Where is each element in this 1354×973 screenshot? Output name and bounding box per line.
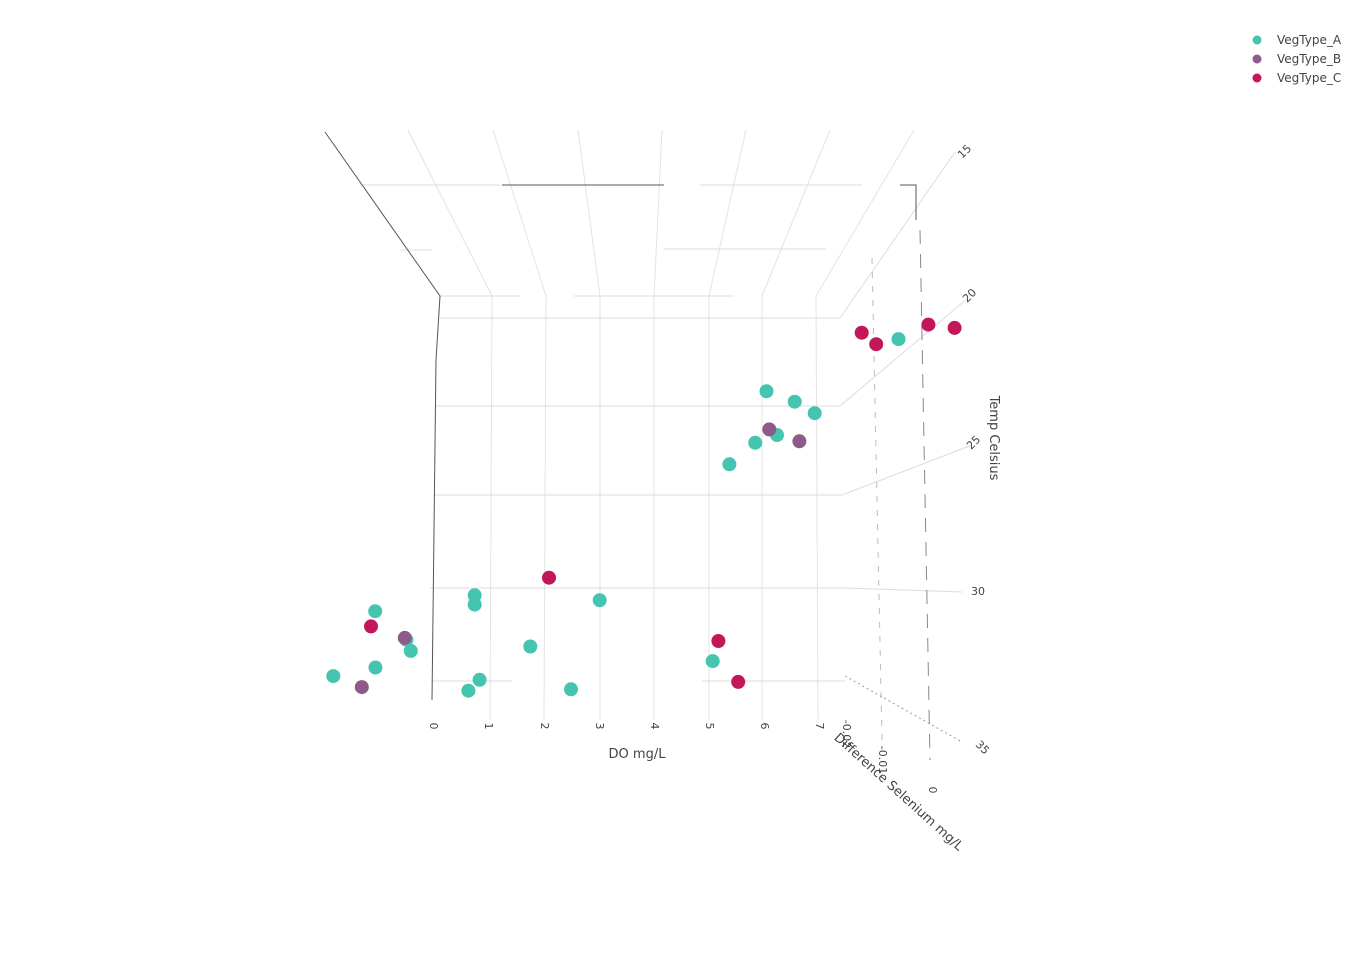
series-VegType_A[interactable] xyxy=(326,332,906,698)
legend-item[interactable]: VegType_C xyxy=(1252,71,1342,85)
data-point[interactable] xyxy=(854,325,869,340)
data-point[interactable] xyxy=(326,669,341,684)
data-point[interactable] xyxy=(731,674,746,689)
selenium-tick-label: -0.01 xyxy=(876,746,889,774)
data-point[interactable] xyxy=(368,604,383,619)
y-axis-title: Difference Selenium mg/L xyxy=(831,730,967,854)
temp-tick-label: 30 xyxy=(971,585,985,598)
data-point[interactable] xyxy=(759,384,774,399)
data-point[interactable] xyxy=(592,593,607,608)
legend-marker xyxy=(1252,35,1262,45)
horizontal-gridlines xyxy=(360,151,973,682)
data-point[interactable] xyxy=(711,634,726,648)
legend[interactable]: VegType_A VegType_B VegType_C xyxy=(1252,33,1342,85)
selenium-tick-label: -0.02 xyxy=(840,720,853,748)
z-axis-title: Temp Celsius xyxy=(986,395,1001,481)
data-point[interactable] xyxy=(921,317,936,332)
legend-label: VegType_B xyxy=(1277,52,1341,66)
do-tick-label: 3 xyxy=(593,723,606,730)
do-tick-label: 5 xyxy=(703,723,716,730)
data-point[interactable] xyxy=(722,457,737,472)
do-tick-label: 0 xyxy=(427,723,440,730)
do-tick-label: 6 xyxy=(758,723,771,730)
vertical-gridlines xyxy=(407,129,915,721)
legend-label: VegType_A xyxy=(1277,33,1342,47)
data-point[interactable] xyxy=(807,406,822,421)
data-point[interactable] xyxy=(403,643,418,658)
data-point[interactable] xyxy=(748,435,763,450)
data-point[interactable] xyxy=(368,660,383,675)
data-point[interactable] xyxy=(891,332,906,347)
data-point[interactable] xyxy=(947,320,962,335)
legend-marker xyxy=(1252,73,1262,83)
data-point[interactable] xyxy=(467,597,482,612)
do-tick-label: 4 xyxy=(648,723,661,730)
do-tick-label: 7 xyxy=(813,723,826,730)
do-tick-label: 1 xyxy=(482,723,495,730)
temp-tick-label: 15 xyxy=(955,142,974,161)
data-point[interactable] xyxy=(787,394,802,409)
data-point[interactable] xyxy=(397,630,412,645)
data-point[interactable] xyxy=(762,422,777,437)
x-axis-title: DO mg/L xyxy=(609,747,667,762)
data-point[interactable] xyxy=(472,672,487,687)
temp-tick-label: 35 xyxy=(973,738,992,757)
data-point[interactable] xyxy=(792,434,807,449)
data-point[interactable] xyxy=(564,682,578,697)
data-point[interactable] xyxy=(523,639,538,654)
dashed-edge-lines xyxy=(844,229,963,761)
legend-marker xyxy=(1252,54,1262,64)
dark-edge-lines xyxy=(324,131,917,701)
legend-label: VegType_C xyxy=(1277,71,1341,85)
data-point[interactable] xyxy=(354,680,369,695)
data-point[interactable] xyxy=(364,619,378,634)
data-point[interactable] xyxy=(542,570,556,585)
legend-item[interactable]: VegType_A xyxy=(1252,33,1342,47)
legend-item[interactable]: VegType_B xyxy=(1252,52,1342,66)
temp-tick-label: 25 xyxy=(964,433,983,452)
series-VegType_C[interactable] xyxy=(364,317,962,689)
series-VegType_B[interactable] xyxy=(354,422,807,695)
data-point[interactable] xyxy=(869,337,884,352)
do-tick-label: 2 xyxy=(538,723,551,730)
data-point[interactable] xyxy=(461,683,476,698)
data-point[interactable] xyxy=(705,654,720,669)
selenium-tick-label: 0 xyxy=(926,787,939,794)
